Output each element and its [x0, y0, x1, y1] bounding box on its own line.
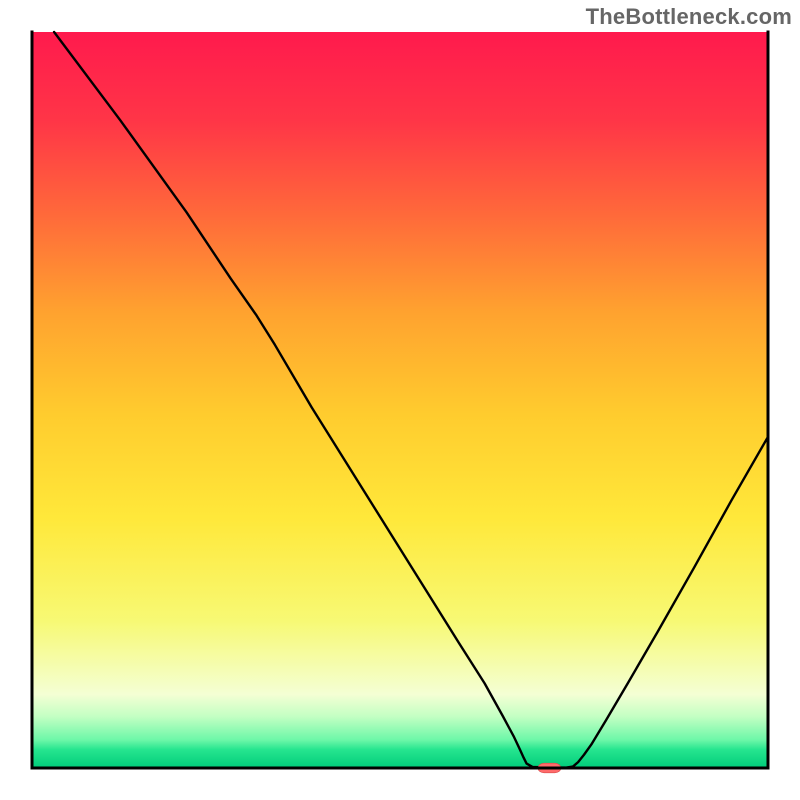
- chart-container: TheBottleneck.com: [0, 0, 800, 800]
- chart-svg: [0, 0, 800, 800]
- plot-background: [32, 32, 768, 768]
- watermark-text: TheBottleneck.com: [586, 4, 792, 30]
